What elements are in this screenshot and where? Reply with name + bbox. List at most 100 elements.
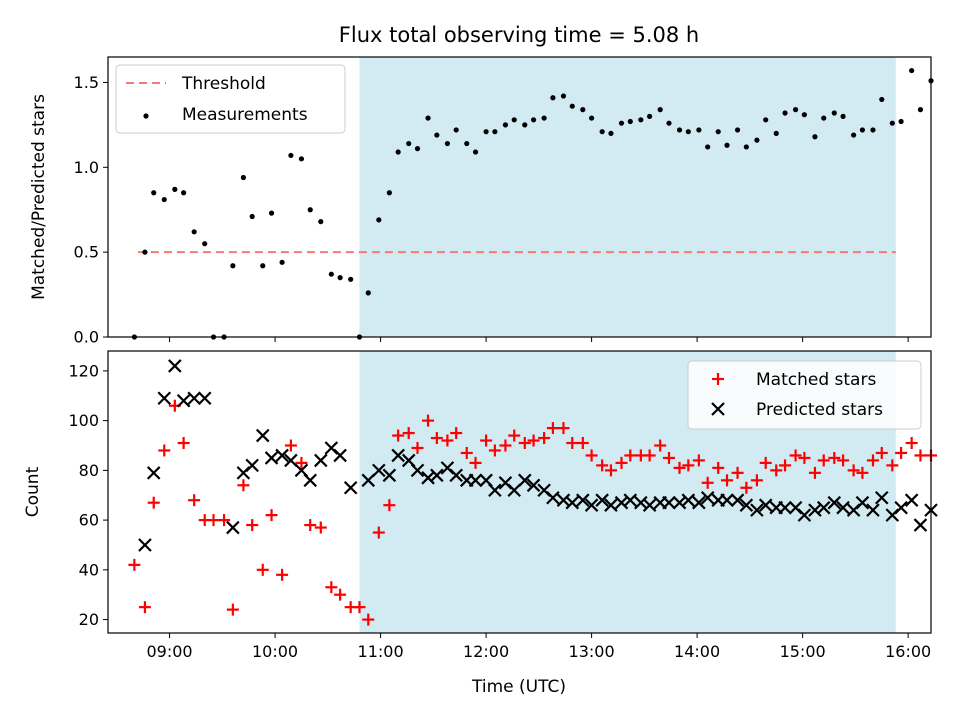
measurement-point bbox=[444, 140, 450, 147]
predicted-point bbox=[778, 500, 792, 515]
predicted-point bbox=[692, 495, 706, 510]
matched-point bbox=[914, 449, 927, 462]
x-axis-label: Time (UTC) bbox=[471, 677, 566, 697]
predicted-point bbox=[546, 490, 560, 505]
matched-point bbox=[557, 422, 570, 435]
measurement-point bbox=[395, 149, 401, 155]
y-tick-label: 0.5 bbox=[74, 243, 99, 262]
measurement-point bbox=[608, 130, 614, 136]
x-tick-label: 13:00 bbox=[569, 642, 615, 661]
measurement-point bbox=[483, 129, 489, 135]
matched-point bbox=[712, 461, 725, 474]
matched-point bbox=[284, 439, 297, 452]
predicted-point bbox=[681, 493, 696, 507]
measurement-point bbox=[618, 120, 625, 126]
matched-point bbox=[643, 449, 656, 462]
predicted-point bbox=[264, 451, 279, 465]
matched-point bbox=[750, 474, 763, 487]
measurement-point bbox=[307, 207, 313, 213]
matched-point bbox=[886, 459, 899, 472]
predicted-point bbox=[314, 453, 328, 468]
measurement-point bbox=[831, 110, 837, 116]
predicted-point bbox=[255, 428, 270, 443]
matched-point bbox=[527, 434, 540, 447]
measurement-point bbox=[464, 140, 470, 147]
matched-point bbox=[847, 464, 860, 477]
measurement-point bbox=[599, 129, 605, 135]
measurement-point bbox=[434, 132, 440, 138]
measurement-point bbox=[502, 122, 509, 128]
y-tick-label: 20 bbox=[79, 610, 99, 629]
measurement-point bbox=[151, 190, 157, 196]
matched-point bbox=[740, 481, 753, 494]
matched-point bbox=[682, 459, 695, 472]
x-tick-label: 16:00 bbox=[885, 642, 931, 661]
measurement-point bbox=[202, 241, 208, 247]
measurement-point bbox=[685, 129, 691, 135]
measurement-point bbox=[666, 120, 672, 126]
predicted-point bbox=[904, 493, 919, 507]
measurement-point bbox=[743, 144, 749, 150]
x-tick-label: 11:00 bbox=[358, 642, 404, 661]
measurement-point bbox=[181, 190, 187, 196]
top-y-axis-label: Matched/Predicted stars bbox=[29, 94, 49, 300]
predicted-point bbox=[584, 498, 599, 512]
top-axes-frame bbox=[107, 56, 932, 338]
measurements-series bbox=[131, 67, 934, 340]
matched-point bbox=[866, 454, 879, 467]
matched-point bbox=[218, 514, 231, 527]
matched-stars-series bbox=[128, 399, 937, 626]
predicted-point bbox=[275, 448, 289, 463]
matched-point bbox=[604, 464, 617, 477]
measurement-point bbox=[337, 275, 343, 281]
measurement-point bbox=[191, 229, 197, 235]
predicted-point bbox=[157, 391, 172, 406]
predicted-point bbox=[894, 500, 908, 515]
matched-point bbox=[353, 601, 366, 614]
measurement-point bbox=[453, 127, 459, 133]
predicted-point bbox=[410, 463, 425, 478]
measurement-point bbox=[724, 142, 730, 148]
matched-point bbox=[721, 474, 734, 487]
predicted-point bbox=[226, 520, 240, 535]
matched-point bbox=[808, 466, 821, 479]
bottom-x-ticks: 09:00 10:00 11:00 12:00 13:00 14:00 15:00 16:00 bbox=[146, 633, 931, 661]
predicted-point bbox=[836, 500, 850, 515]
predicted-point bbox=[391, 448, 405, 463]
chart-title: Flux total observing time = 5.08 h bbox=[339, 23, 699, 47]
x-tick-label: 15:00 bbox=[780, 642, 826, 661]
measurement-point bbox=[705, 144, 711, 150]
measurement-point bbox=[647, 113, 653, 119]
matched-point bbox=[334, 588, 347, 601]
top-x-ticks bbox=[169, 337, 909, 342]
matched-point bbox=[770, 464, 783, 477]
y-tick-label: 100 bbox=[68, 411, 99, 430]
measurement-point bbox=[425, 115, 431, 121]
matched-point bbox=[508, 429, 521, 442]
y-tick-label: 1.0 bbox=[74, 158, 99, 177]
measurement-point bbox=[541, 115, 547, 121]
matched-point bbox=[276, 568, 289, 581]
predicted-point bbox=[913, 518, 928, 532]
matched-point bbox=[246, 519, 259, 532]
x-tick-label: 14:00 bbox=[674, 642, 720, 661]
matched-point bbox=[314, 521, 327, 534]
matched-point bbox=[585, 449, 598, 462]
measurement-point bbox=[638, 117, 644, 123]
matched-point bbox=[392, 429, 405, 442]
matched-point bbox=[469, 456, 482, 469]
predicted-point bbox=[556, 493, 571, 507]
measurement-point bbox=[328, 271, 334, 277]
predicted-point bbox=[488, 483, 502, 498]
measurement-point bbox=[763, 117, 769, 123]
predicted-point bbox=[855, 495, 870, 510]
matched-point bbox=[138, 601, 151, 614]
measurement-point bbox=[348, 276, 354, 282]
matched-point bbox=[615, 456, 628, 469]
predicted-point bbox=[565, 495, 580, 510]
predicted-point bbox=[642, 498, 657, 512]
measurement-point bbox=[569, 103, 575, 109]
predicted-point bbox=[361, 473, 376, 488]
measurement-point bbox=[560, 93, 567, 99]
